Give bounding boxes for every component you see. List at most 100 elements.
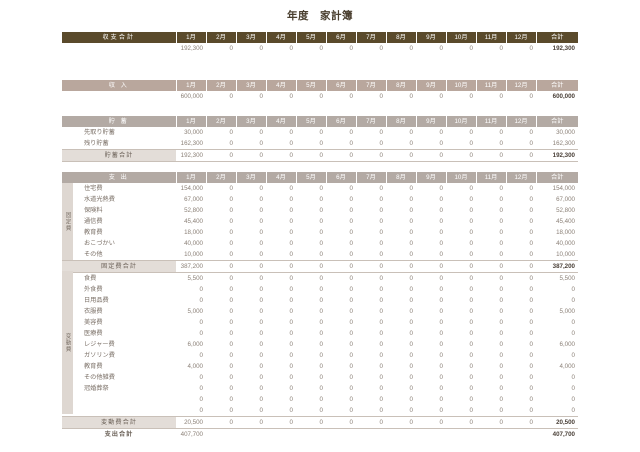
fixed-r3-c8[interactable]: 0: [409, 218, 413, 225]
fixed-r3-c7[interactable]: 0: [379, 218, 383, 225]
savings-r1-c11[interactable]: 0: [499, 140, 503, 147]
var-r2-c2[interactable]: 0: [229, 297, 233, 304]
var-r11-c2[interactable]: 0: [229, 396, 233, 403]
savings-r0-c5[interactable]: 0: [319, 129, 323, 136]
fixed-r5-c12[interactable]: 0: [529, 240, 533, 247]
fixed-r5-c8[interactable]: 0: [409, 240, 413, 247]
fixed-r5-c2[interactable]: 0: [229, 240, 233, 247]
var-r11-c10[interactable]: 0: [469, 396, 473, 403]
fixed-r0-c11[interactable]: 0: [499, 185, 503, 192]
balance-cell-10[interactable]: 0: [469, 45, 473, 52]
income-cell-10[interactable]: 0: [469, 93, 473, 100]
fixed-r5-c5[interactable]: 0: [319, 240, 323, 247]
fixed-r0-c5[interactable]: 0: [319, 185, 323, 192]
var-r8-c1[interactable]: 4,000: [187, 363, 203, 370]
var-r0-c10[interactable]: 0: [469, 275, 473, 282]
savings-r1-c9[interactable]: 0: [439, 140, 443, 147]
var-r10-c3[interactable]: 0: [259, 385, 263, 392]
fixed-r6-c1[interactable]: 10,000: [184, 251, 203, 258]
fixed-r5-c3[interactable]: 0: [259, 240, 263, 247]
balance-cell-3[interactable]: 0: [259, 45, 263, 52]
fixed-r6-c6[interactable]: 0: [349, 251, 353, 258]
fixed-r2-c7[interactable]: 0: [379, 207, 383, 214]
fixed-r1-c9[interactable]: 0: [439, 196, 443, 203]
var-r4-c4[interactable]: 0: [289, 319, 293, 326]
fixed-r4-c2[interactable]: 0: [229, 229, 233, 236]
var-r12-c9[interactable]: 0: [439, 407, 443, 414]
fixed-r0-c6[interactable]: 0: [349, 185, 353, 192]
var-r2-c1[interactable]: 0: [199, 297, 203, 304]
var-r5-c12[interactable]: 0: [529, 330, 533, 337]
fixed-r4-c1[interactable]: 18,000: [184, 229, 203, 236]
income-cell-8[interactable]: 0: [409, 93, 413, 100]
income-cell-3[interactable]: 0: [259, 93, 263, 100]
fixed-r6-c9[interactable]: 0: [439, 251, 443, 258]
var-r3-c1[interactable]: 5,000: [187, 308, 203, 315]
var-r6-c7[interactable]: 0: [379, 341, 383, 348]
var-r3-c6[interactable]: 0: [349, 308, 353, 315]
var-r1-c7[interactable]: 0: [379, 286, 383, 293]
var-r3-c12[interactable]: 0: [529, 308, 533, 315]
var-r9-c7[interactable]: 0: [379, 374, 383, 381]
fixed-r6-c12[interactable]: 0: [529, 251, 533, 258]
var-r7-c1[interactable]: 0: [199, 352, 203, 359]
var-r12-c8[interactable]: 0: [409, 407, 413, 414]
balance-cell-2[interactable]: 0: [229, 45, 233, 52]
fixed-r5-c1[interactable]: 40,000: [184, 240, 203, 247]
fixed-r2-c5[interactable]: 0: [319, 207, 323, 214]
var-r7-c6[interactable]: 0: [349, 352, 353, 359]
fixed-r6-c10[interactable]: 0: [469, 251, 473, 258]
var-r1-c12[interactable]: 0: [529, 286, 533, 293]
fixed-r5-c7[interactable]: 0: [379, 240, 383, 247]
var-r8-c8[interactable]: 0: [409, 363, 413, 370]
fixed-r0-c4[interactable]: 0: [289, 185, 293, 192]
fixed-r0-c7[interactable]: 0: [379, 185, 383, 192]
income-cell-2[interactable]: 0: [229, 93, 233, 100]
fixed-r3-c6[interactable]: 0: [349, 218, 353, 225]
var-r6-c8[interactable]: 0: [409, 341, 413, 348]
var-r6-c10[interactable]: 0: [469, 341, 473, 348]
fixed-r2-c9[interactable]: 0: [439, 207, 443, 214]
var-r11-c9[interactable]: 0: [439, 396, 443, 403]
fixed-r1-c6[interactable]: 0: [349, 196, 353, 203]
balance-cell-6[interactable]: 0: [349, 45, 353, 52]
var-r1-c6[interactable]: 0: [349, 286, 353, 293]
var-r11-c7[interactable]: 0: [379, 396, 383, 403]
fixed-r3-c5[interactable]: 0: [319, 218, 323, 225]
var-r12-c6[interactable]: 0: [349, 407, 353, 414]
var-r4-c9[interactable]: 0: [439, 319, 443, 326]
var-r4-c8[interactable]: 0: [409, 319, 413, 326]
fixed-r5-c9[interactable]: 0: [439, 240, 443, 247]
fixed-r3-c1[interactable]: 45,400: [184, 218, 203, 225]
var-r9-c5[interactable]: 0: [319, 374, 323, 381]
var-r10-c8[interactable]: 0: [409, 385, 413, 392]
savings-r0-c9[interactable]: 0: [439, 129, 443, 136]
var-r10-c11[interactable]: 0: [499, 385, 503, 392]
fixed-r4-c11[interactable]: 0: [499, 229, 503, 236]
var-r5-c9[interactable]: 0: [439, 330, 443, 337]
var-r12-c5[interactable]: 0: [319, 407, 323, 414]
var-r7-c8[interactable]: 0: [409, 352, 413, 359]
fixed-r4-c3[interactable]: 0: [259, 229, 263, 236]
fixed-r2-c4[interactable]: 0: [289, 207, 293, 214]
var-r8-c4[interactable]: 0: [289, 363, 293, 370]
fixed-r6-c4[interactable]: 0: [289, 251, 293, 258]
var-r7-c10[interactable]: 0: [469, 352, 473, 359]
fixed-r6-c3[interactable]: 0: [259, 251, 263, 258]
var-r4-c1[interactable]: 0: [199, 319, 203, 326]
balance-cell-11[interactable]: 0: [499, 45, 503, 52]
income-cell-11[interactable]: 0: [499, 93, 503, 100]
var-r1-c3[interactable]: 0: [259, 286, 263, 293]
fixed-r1-c5[interactable]: 0: [319, 196, 323, 203]
var-r5-c2[interactable]: 0: [229, 330, 233, 337]
fixed-r4-c6[interactable]: 0: [349, 229, 353, 236]
var-r6-c3[interactable]: 0: [259, 341, 263, 348]
var-r0-c8[interactable]: 0: [409, 275, 413, 282]
var-r1-c2[interactable]: 0: [229, 286, 233, 293]
var-r12-c10[interactable]: 0: [469, 407, 473, 414]
var-r1-c1[interactable]: 0: [199, 286, 203, 293]
fixed-r0-c12[interactable]: 0: [529, 185, 533, 192]
var-r0-c2[interactable]: 0: [229, 275, 233, 282]
var-r0-c11[interactable]: 0: [499, 275, 503, 282]
var-r0-c12[interactable]: 0: [529, 275, 533, 282]
